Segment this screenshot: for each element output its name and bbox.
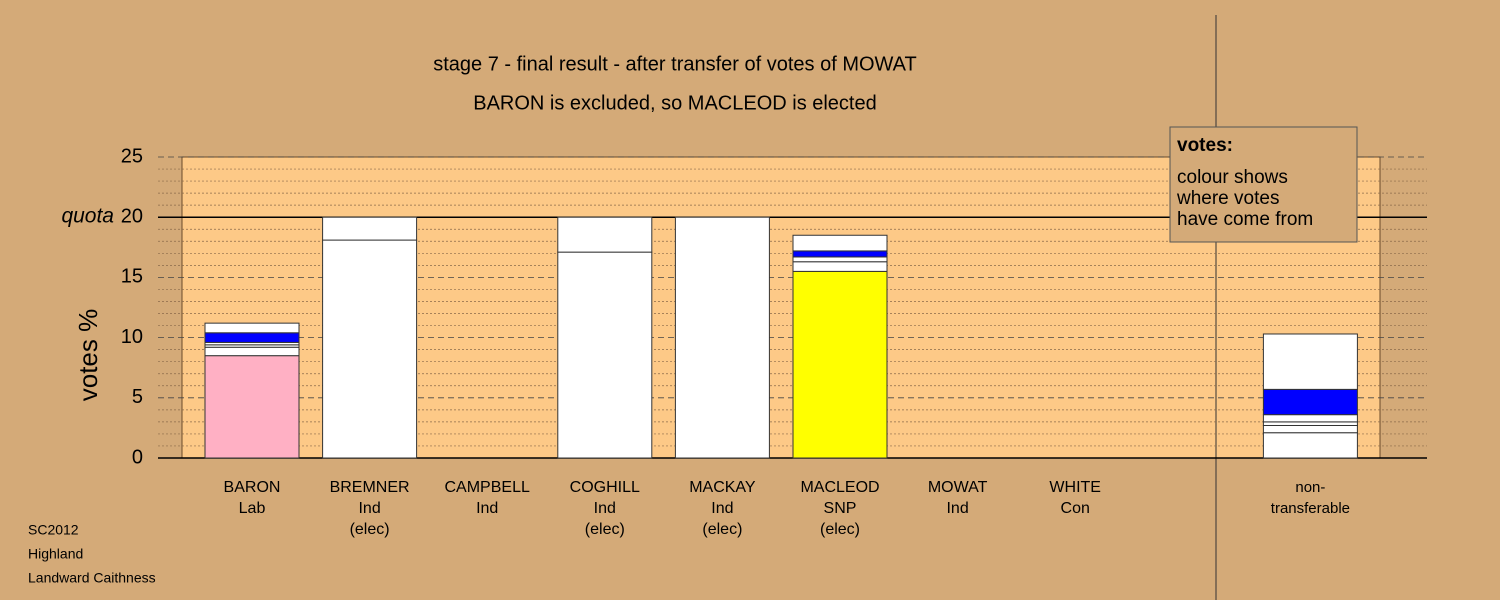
x-tick-label: (elec) <box>702 521 742 538</box>
y-tick-label: 0 <box>132 446 143 468</box>
y-tick-label: 15 <box>121 266 143 288</box>
bar-segment <box>204 346 300 357</box>
x-tick-label: Ind <box>476 500 498 517</box>
bar-segment <box>204 332 300 343</box>
bar-segment <box>322 239 418 459</box>
x-tick-label: CAMPBELL <box>445 479 530 496</box>
legend-title: votes: <box>1177 135 1233 156</box>
x-tick-label: MOWAT <box>928 479 988 496</box>
legend-text: have come from <box>1177 209 1313 230</box>
bar-segment <box>792 256 888 263</box>
y-axis-label: votes % <box>73 309 103 402</box>
bar-segment <box>1262 388 1358 416</box>
footer-text: Landward Caithness <box>28 570 156 586</box>
legend-box <box>1169 126 1358 243</box>
x-tick-label: Ind <box>594 500 616 517</box>
bar-segment <box>1262 333 1358 390</box>
footer-text: Highland <box>28 546 83 562</box>
chart-title: stage 7 - final result - after transfer … <box>433 53 917 75</box>
legend-text: where votes <box>1176 188 1279 209</box>
bar-segment <box>322 216 418 241</box>
bar-segment <box>204 322 300 334</box>
y-tick-label: 5 <box>132 386 143 408</box>
bar-segment <box>1262 421 1358 426</box>
x-tick-label: MACKAY <box>689 479 756 496</box>
x-tick-label: Lab <box>239 500 266 517</box>
x-tick-label: non- <box>1295 479 1325 496</box>
x-tick-label: (elec) <box>820 521 860 538</box>
quota-label: quota <box>61 205 114 228</box>
x-tick-label: SNP <box>824 500 857 517</box>
x-tick-label: Con <box>1061 500 1090 517</box>
chart-subtitle: BARON is excluded, so MACLEOD is elected <box>473 92 877 114</box>
bar-segment <box>1262 432 1358 459</box>
x-tick-label: Ind <box>358 500 380 517</box>
bar-segment <box>792 234 888 252</box>
x-tick-label: COGHILL <box>570 479 640 496</box>
y-tick-label: 25 <box>121 145 143 167</box>
legend-text: colour shows <box>1177 167 1288 188</box>
bar-segment <box>557 251 653 459</box>
x-tick-label: (elec) <box>585 521 625 538</box>
y-tick-label: 20 <box>121 205 143 227</box>
bar-segment <box>792 270 888 459</box>
bar-segment <box>557 216 653 253</box>
bar-segment <box>1262 424 1358 434</box>
x-tick-label: WHITE <box>1049 479 1101 496</box>
bar-segment <box>1262 414 1358 423</box>
x-tick-label: BREMNER <box>330 479 410 496</box>
bar-segment <box>792 250 888 258</box>
x-tick-label: BARON <box>224 479 281 496</box>
bar-segment <box>204 355 300 459</box>
x-tick-label: Ind <box>946 500 968 517</box>
x-tick-label: Ind <box>711 500 733 517</box>
x-tick-label: MACLEOD <box>800 479 879 496</box>
footer-text: SC2012 <box>28 522 79 538</box>
x-tick-label: transferable <box>1271 500 1350 517</box>
y-tick-label: 10 <box>121 326 143 348</box>
bar-segment <box>792 261 888 272</box>
bar-segment <box>674 216 770 459</box>
x-tick-label: (elec) <box>350 521 390 538</box>
